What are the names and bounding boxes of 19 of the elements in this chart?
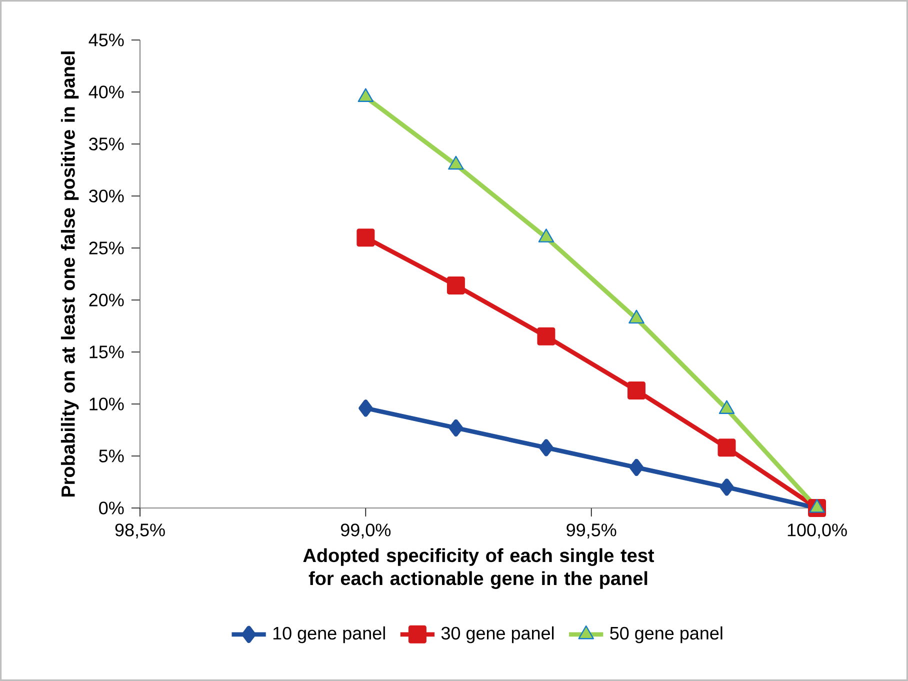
y-tick-label: 45% xyxy=(88,34,124,46)
y-tick-label: 30% xyxy=(89,190,124,202)
y-tick-label: 0% xyxy=(99,502,124,514)
y-tick-label: 40% xyxy=(88,86,124,98)
legend-label: 10 gene panel xyxy=(273,626,385,644)
y-tick-label: 35% xyxy=(89,138,124,150)
x-tick-label: 100,0% xyxy=(788,524,847,538)
x-tick-label: 99,5% xyxy=(566,524,616,538)
y-tick-label: 10% xyxy=(90,398,124,410)
y-tick-label: 20% xyxy=(89,294,124,306)
y-tick-label: 25% xyxy=(89,242,124,254)
y-tick-label: 15% xyxy=(90,346,124,358)
x-axis-title: Adopted specificity of each single test for each actionable gene in the panel xyxy=(303,548,654,589)
x-tick-label: 98,5% xyxy=(115,524,165,538)
legend-label: 30 gene panel xyxy=(441,626,554,644)
y-axis-title: Probability on at least one false positive in panel xyxy=(60,52,79,497)
y-tick-label: 5% xyxy=(99,450,124,462)
x-tick-label: 99,0% xyxy=(341,524,391,538)
legend-label: 50 gene panel xyxy=(610,626,722,644)
